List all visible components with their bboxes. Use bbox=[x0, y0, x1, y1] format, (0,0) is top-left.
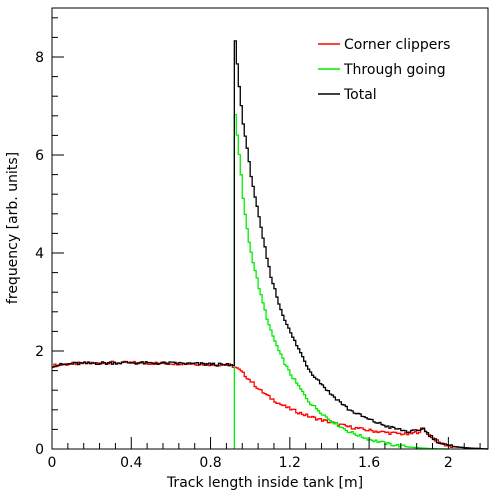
legend-label: Through going bbox=[343, 62, 446, 78]
x-tick-label: 2 bbox=[444, 455, 453, 471]
plot-frame bbox=[51, 7, 489, 450]
series-line-corner-clippers bbox=[52, 360, 488, 450]
y-tick-label: 2 bbox=[35, 344, 44, 360]
plot-lines bbox=[52, 40, 488, 450]
y-tick-label: 6 bbox=[35, 148, 44, 164]
y-tick-label: 4 bbox=[35, 246, 44, 262]
y-tick-label: 8 bbox=[35, 50, 44, 66]
legend-label: Total bbox=[343, 87, 377, 103]
x-tick-label: 0.4 bbox=[120, 455, 142, 471]
x-tick-label: 1.6 bbox=[358, 455, 380, 471]
x-tick-label: 1.2 bbox=[279, 455, 301, 471]
series-line-through-going bbox=[233, 113, 449, 450]
y-tick-label: 0 bbox=[35, 442, 44, 458]
x-tick-label: 0 bbox=[48, 455, 57, 471]
x-tick-label: 0.8 bbox=[199, 455, 221, 471]
axis-ticks bbox=[51, 17, 481, 450]
x-axis-title: Track length inside tank [m] bbox=[166, 475, 363, 491]
tick-labels: 0 0.4 0.8 1.2 1.6 2 0 2 4 6 8 bbox=[35, 50, 453, 471]
legend-label: Corner clippers bbox=[344, 37, 450, 53]
legend: Corner clippers Through going Total bbox=[318, 37, 450, 103]
series-line-total bbox=[52, 40, 488, 450]
y-axis-title: frequency [arb. units] bbox=[5, 152, 21, 304]
